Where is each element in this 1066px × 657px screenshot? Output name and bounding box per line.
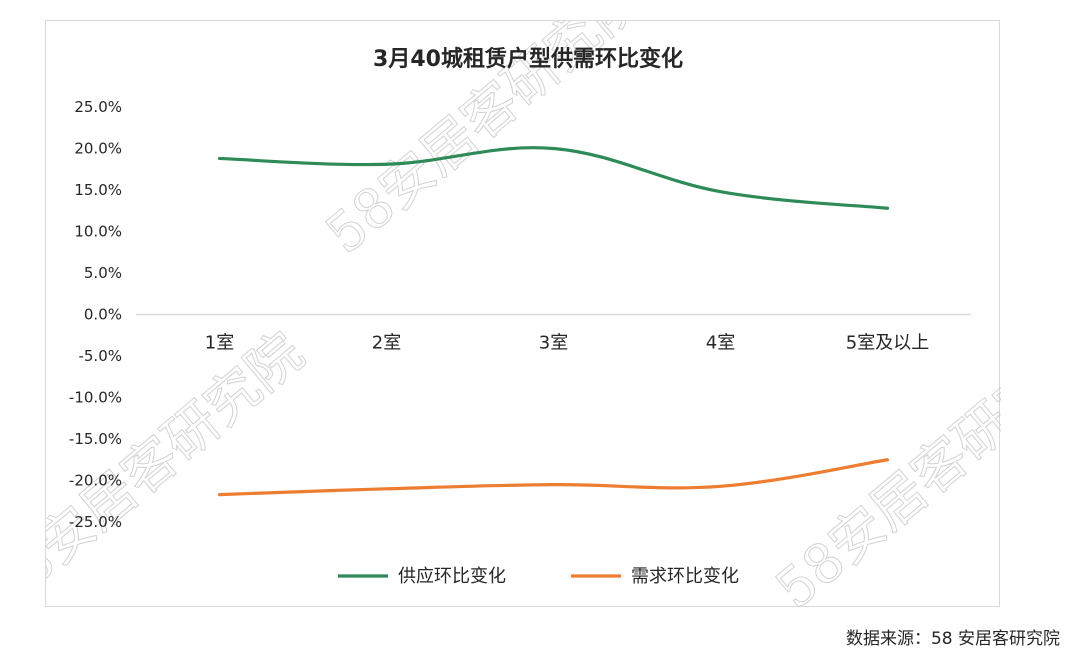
legend-label-0: 供应环比变化 bbox=[398, 566, 506, 587]
y-tick-label: 5.0% bbox=[84, 264, 122, 282]
source-note: 数据来源：58 安居客研究院 bbox=[845, 629, 1060, 649]
series-line-1 bbox=[217, 458, 890, 497]
y-tick-label: 25.0% bbox=[74, 98, 122, 116]
y-axis-tick-labels: 25.0% 20.0% 15.0% 10.0% 5.0% 0.0% -5.0% -10.0% -… bbox=[69, 98, 122, 531]
chart-title: 3月40城租赁户型供需环比变化 bbox=[373, 46, 683, 72]
y-tick-label: -15.0% bbox=[69, 430, 122, 448]
x-category-label: 1室 bbox=[205, 333, 234, 354]
x-category-label: 5室及以上 bbox=[846, 333, 929, 354]
y-tick-label: -25.0% bbox=[69, 513, 122, 531]
x-category-label: 2室 bbox=[372, 333, 401, 354]
chart-frame: 58安居客研究院 58安居客研究院 58安居客研究院 3月40城租赁户型供需环比变化… bbox=[45, 20, 1001, 608]
legend-label-1: 需求环比变化 bbox=[631, 566, 739, 587]
watermark-text: 58安居客研究院 bbox=[764, 320, 1001, 608]
x-category-label: 4室 bbox=[706, 333, 735, 354]
y-tick-label: 15.0% bbox=[74, 181, 122, 199]
y-tick-label: -20.0% bbox=[69, 472, 122, 490]
y-tick-label: -10.0% bbox=[69, 389, 122, 407]
series-lines bbox=[217, 146, 890, 497]
series-line-0 bbox=[217, 146, 890, 210]
y-tick-label: 10.0% bbox=[74, 223, 122, 241]
y-tick-label: 0.0% bbox=[84, 306, 122, 324]
y-tick-label: 20.0% bbox=[74, 140, 122, 158]
y-tick-label: -5.0% bbox=[78, 347, 122, 365]
legend: 供应环比变化 需求环比变化 bbox=[338, 566, 739, 587]
x-category-label: 3室 bbox=[539, 333, 568, 354]
x-axis-category-labels: 1室 2室 3室 4室 5室及以上 bbox=[205, 333, 929, 354]
